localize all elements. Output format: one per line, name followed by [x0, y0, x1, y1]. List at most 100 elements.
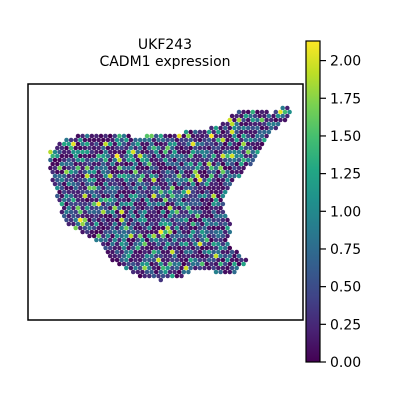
colorbar-tick-label: 2.00	[330, 54, 361, 70]
spot	[94, 237, 99, 243]
spot	[181, 237, 187, 243]
spot	[218, 229, 223, 235]
spot	[82, 145, 88, 151]
spot	[262, 129, 267, 135]
spot	[183, 225, 189, 231]
spot	[94, 221, 99, 227]
spot	[68, 209, 74, 215]
spot	[199, 149, 205, 155]
spot	[197, 169, 203, 175]
spot	[195, 229, 200, 235]
spot	[84, 165, 90, 171]
spot	[278, 109, 283, 115]
spot	[135, 141, 141, 147]
spot	[147, 193, 152, 199]
spot	[216, 249, 221, 255]
spot	[59, 201, 65, 207]
spot	[193, 129, 198, 135]
spot	[82, 153, 88, 159]
spot	[78, 201, 83, 207]
spot	[110, 257, 115, 263]
spot	[197, 137, 203, 143]
spot	[117, 173, 122, 179]
spot	[275, 121, 281, 127]
spot	[190, 141, 196, 147]
spot	[84, 157, 90, 163]
spot	[188, 145, 193, 151]
spot	[98, 189, 104, 195]
spot	[78, 217, 83, 223]
spot	[176, 173, 182, 179]
spot	[89, 229, 95, 235]
spot	[186, 245, 191, 251]
spot	[225, 185, 230, 191]
spot	[220, 249, 226, 255]
plot-frame	[27, 83, 304, 321]
spot	[112, 221, 118, 227]
spot	[128, 249, 134, 255]
spot	[61, 213, 67, 219]
spot	[96, 201, 101, 207]
spot	[98, 181, 104, 187]
spot	[137, 217, 143, 223]
spot	[174, 153, 180, 159]
spot	[225, 129, 230, 135]
spot	[220, 177, 226, 183]
spot	[285, 105, 290, 111]
spot	[183, 209, 189, 215]
spot	[151, 185, 157, 191]
spot	[156, 225, 161, 231]
spot	[232, 157, 237, 163]
spot	[73, 209, 78, 215]
spot	[112, 213, 118, 219]
spot	[241, 157, 246, 163]
spot	[112, 149, 118, 155]
spot	[158, 261, 164, 267]
spot	[172, 253, 177, 259]
spot	[195, 245, 200, 251]
spot	[91, 201, 97, 207]
spot	[130, 165, 136, 171]
spot	[202, 185, 207, 191]
spot	[105, 137, 111, 143]
spot	[73, 169, 78, 175]
spot	[142, 169, 147, 175]
spot	[165, 233, 170, 239]
spot	[140, 165, 145, 171]
spot	[227, 173, 233, 179]
spot	[232, 149, 237, 155]
spot	[186, 261, 191, 267]
spot	[190, 213, 196, 219]
spot	[225, 257, 230, 263]
spot	[130, 261, 136, 267]
spot	[216, 217, 221, 223]
spot	[282, 117, 288, 123]
spot	[252, 153, 258, 159]
spot	[66, 181, 72, 187]
spot	[101, 193, 106, 199]
spot	[71, 189, 76, 195]
spot	[271, 121, 276, 127]
spot	[222, 149, 228, 155]
spot	[186, 149, 191, 155]
spot	[199, 157, 205, 163]
spot	[183, 241, 189, 247]
spot	[137, 177, 143, 183]
spot	[225, 169, 230, 175]
spot	[149, 189, 154, 195]
spot	[153, 245, 159, 251]
spot	[252, 145, 258, 151]
spot	[137, 193, 143, 199]
spot	[105, 177, 111, 183]
spot	[197, 193, 203, 199]
spot	[82, 169, 88, 175]
spot	[243, 129, 249, 135]
spot	[218, 221, 223, 227]
spot	[225, 153, 230, 159]
spot	[232, 141, 237, 147]
spot	[87, 233, 92, 239]
spot	[229, 145, 235, 151]
spot	[195, 157, 200, 163]
spot	[94, 189, 99, 195]
spot	[89, 213, 95, 219]
